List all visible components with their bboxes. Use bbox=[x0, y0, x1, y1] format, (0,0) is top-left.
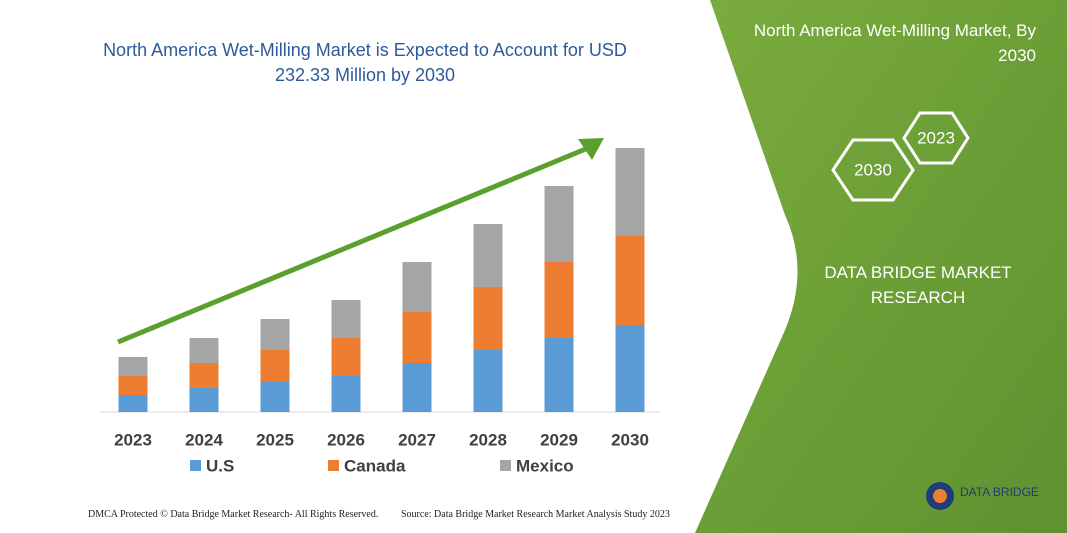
x-tick-label: 2029 bbox=[540, 430, 578, 449]
x-tick-label: 2024 bbox=[185, 430, 223, 449]
x-tick-label: 2023 bbox=[114, 430, 152, 449]
bar-segment bbox=[331, 300, 361, 338]
bar-segment bbox=[615, 148, 645, 236]
hexagon-label: 2023 bbox=[917, 128, 955, 147]
bar-segment bbox=[402, 363, 432, 412]
legend-label: U.S bbox=[206, 456, 234, 475]
footer-right: Source: Data Bridge Market Research Mark… bbox=[401, 509, 670, 520]
footer-left: DMCA Protected © Data Bridge Market Rese… bbox=[88, 509, 379, 520]
bar-segment bbox=[615, 236, 645, 325]
bar-segment bbox=[189, 388, 219, 412]
bar-segment bbox=[331, 338, 361, 376]
hexagon bbox=[902, 111, 970, 165]
bar-segment bbox=[331, 376, 361, 412]
bar-segment bbox=[260, 319, 290, 350]
bar-segment bbox=[473, 224, 503, 287]
panel-brand: DATA BRIDGE MARKET RESEARCH bbox=[824, 263, 1012, 307]
bar-segment bbox=[118, 395, 148, 412]
legend-swatch bbox=[190, 460, 201, 471]
bar-segment bbox=[189, 363, 219, 388]
panel-heading: North America Wet-Milling Market, By 203… bbox=[753, 21, 1036, 65]
bar-segment bbox=[544, 338, 574, 412]
x-tick-label: 2028 bbox=[469, 430, 507, 449]
bar-segment bbox=[118, 357, 148, 376]
legend-swatch bbox=[328, 460, 339, 471]
legend-swatch bbox=[500, 460, 511, 471]
arrow-head bbox=[578, 138, 604, 160]
logo-mark bbox=[933, 489, 947, 503]
chart-title: North America Wet-Milling Market is Expe… bbox=[103, 40, 627, 85]
x-tick-label: 2030 bbox=[611, 430, 649, 449]
side-panel bbox=[695, 0, 1067, 533]
bar-segment bbox=[260, 350, 290, 382]
x-tick-label: 2027 bbox=[398, 430, 436, 449]
hexagon-label: 2030 bbox=[854, 160, 892, 179]
legend-label: Canada bbox=[344, 456, 406, 475]
bar-segment bbox=[189, 338, 219, 363]
bar-segment bbox=[473, 287, 503, 350]
bar-segment bbox=[118, 376, 148, 395]
x-tick-label: 2025 bbox=[256, 430, 294, 449]
hexagon bbox=[831, 138, 915, 202]
bar-segment bbox=[260, 382, 290, 412]
trend-arrow bbox=[117, 145, 589, 345]
x-tick-label: 2026 bbox=[327, 430, 365, 449]
bar-segment bbox=[544, 186, 574, 262]
bar-segment bbox=[402, 262, 432, 312]
bar-segment bbox=[615, 325, 645, 412]
bar-segment bbox=[402, 312, 432, 363]
logo-text: DATA BRIDGE bbox=[960, 485, 1039, 499]
bar-segment bbox=[473, 350, 503, 412]
legend-label: Mexico bbox=[516, 456, 574, 475]
bar-segment bbox=[544, 262, 574, 338]
